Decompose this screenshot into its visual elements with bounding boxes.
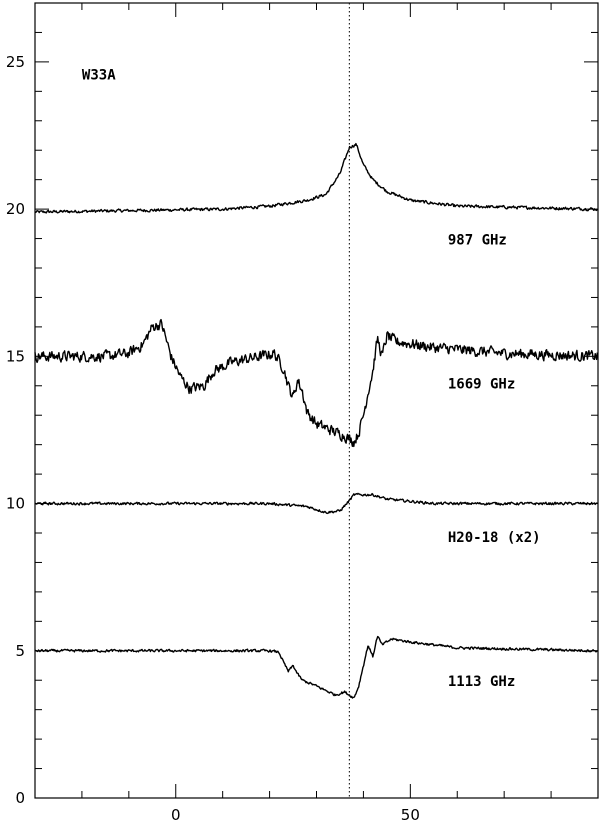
series-label: H20-18 (x2): [448, 530, 541, 546]
axis-tick-labels: 0 5 10 15 20 25 0 50: [6, 53, 420, 824]
y-tick-label: 0: [15, 789, 25, 807]
y-tick-label: 10: [6, 495, 25, 513]
y-tick-label: 20: [6, 200, 25, 218]
y-tick-label: 5: [15, 642, 25, 660]
series-line-1: [34, 318, 598, 448]
series-label: 1113 GHz: [448, 674, 515, 690]
series-line-2: [34, 492, 598, 515]
source-annotation: W33A: [82, 68, 116, 84]
series-line-3: [34, 635, 598, 699]
series-label: 987 GHz: [448, 232, 507, 248]
y-tick-label: 15: [6, 347, 25, 365]
x-tick-label: 50: [401, 806, 420, 824]
spectra-series: [34, 142, 598, 699]
series-labels: 987 GHz 1669 GHz H20-18 (x2) 1113 GHz: [448, 232, 541, 690]
series-line-0: [34, 142, 598, 214]
x-tick-label: 0: [171, 806, 181, 824]
y-tick-label: 25: [6, 53, 25, 71]
series-label: 1669 GHz: [448, 377, 515, 393]
